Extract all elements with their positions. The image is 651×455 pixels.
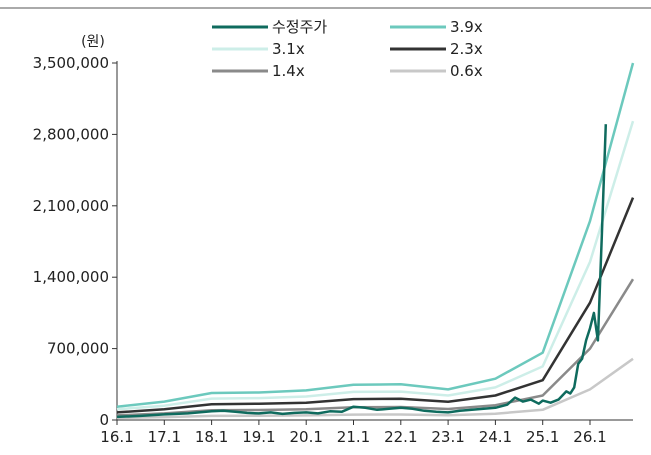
- x-tick-label: 19.1: [242, 428, 275, 446]
- y-tick-label: 2,100,000: [33, 197, 109, 215]
- band-lines: [116, 62, 635, 420]
- y-tick-label: 0: [99, 411, 109, 429]
- legend-label: 0.6x: [450, 62, 483, 80]
- x-tick-label: 24.1: [479, 428, 512, 446]
- x-tick-label: 21.1: [337, 428, 370, 446]
- series-line-3-1x: [116, 120, 635, 411]
- y-tick-label: 1,400,000: [33, 268, 109, 286]
- series-line-3-9x: [116, 62, 635, 408]
- x-tick-label: 23.1: [431, 428, 464, 446]
- x-tick-label: 22.1: [384, 428, 417, 446]
- x-tick-label: 25.1: [526, 428, 559, 446]
- legend: 수정주가 3.9x 3.1x 2.3x 1.4x 0.6x: [212, 18, 483, 80]
- legend-label: 3.1x: [272, 40, 305, 58]
- legend-label: 1.4x: [272, 62, 305, 80]
- x-tick-label: 26.1: [573, 428, 606, 446]
- y-tick-label: 2,800,000: [33, 125, 109, 143]
- legend-label: 3.9x: [450, 18, 483, 36]
- x-tick-label: 20.1: [289, 428, 322, 446]
- axes: 0 700,000 1,400,000 2,100,000 2,800,000 3,500…: [33, 54, 633, 446]
- unit-label: (원): [81, 34, 105, 50]
- series-line-price: [116, 124, 608, 419]
- y-tick-label: 700,000: [47, 340, 109, 358]
- series-line-2-3x: [116, 197, 635, 414]
- x-tick-label: 18.1: [195, 428, 228, 446]
- legend-label: 2.3x: [450, 40, 483, 58]
- price-line-group: [116, 124, 608, 419]
- y-tick-label: 3,500,000: [33, 54, 109, 72]
- legend-label: 수정주가: [272, 18, 327, 36]
- series-line-0-6x: [116, 357, 634, 420]
- x-tick-label: 16.1: [100, 428, 133, 446]
- x-tick-label: 17.1: [148, 428, 181, 446]
